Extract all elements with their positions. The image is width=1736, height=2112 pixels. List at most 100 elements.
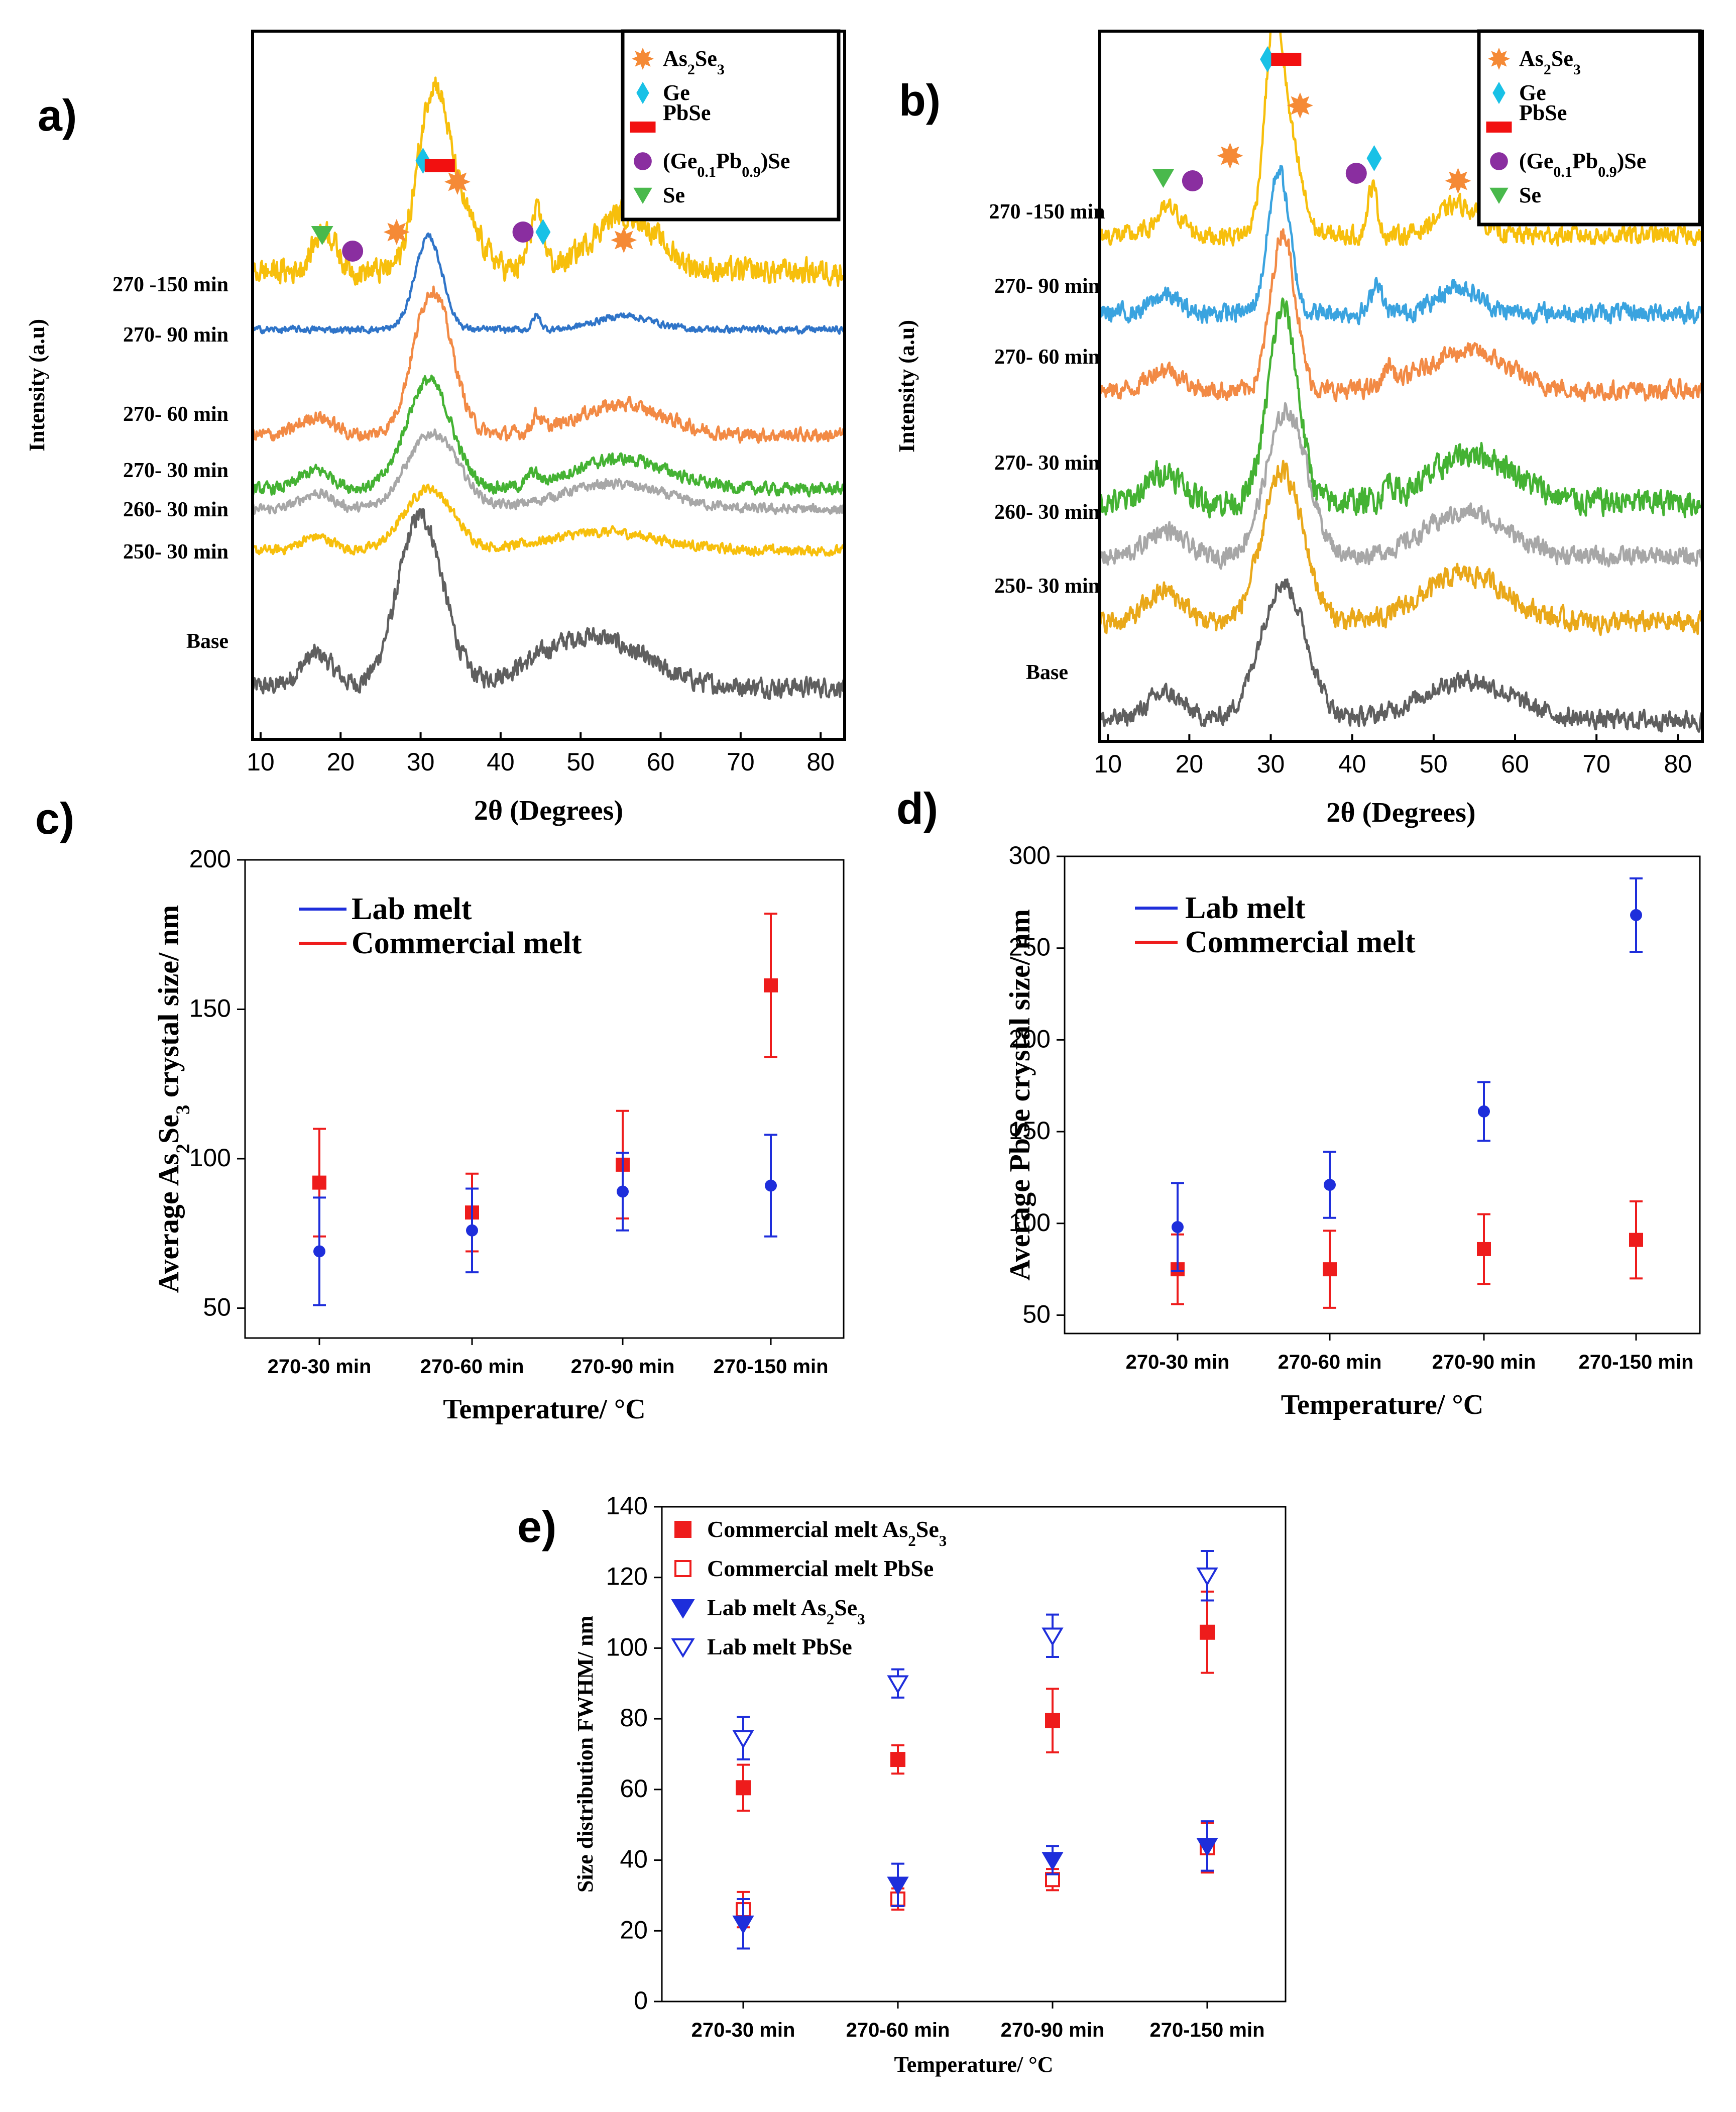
trace-270-90-min xyxy=(1101,165,1701,325)
y-tick-label: 120 xyxy=(606,1563,648,1591)
formula-part: Pb xyxy=(1572,149,1598,173)
data-point-circle xyxy=(466,1224,478,1237)
y-axis-title: Average As2Se3 crystal size/ nm xyxy=(152,905,194,1293)
y-axis-title: Intensity (a.u) xyxy=(25,319,49,452)
formula-subscript: 2 xyxy=(908,1532,916,1549)
scatter-panel-c: 50 100 150 200 270-30 min 270-60 min 270-90 mi… xyxy=(152,845,845,1425)
y-tick-label: 200 xyxy=(1009,1025,1051,1053)
formula-subscript: 3 xyxy=(172,1105,194,1115)
circle-icon xyxy=(342,241,364,262)
x-tick-label: 50 xyxy=(1420,750,1448,778)
trace-label: 260- 30 min xyxy=(994,501,1100,524)
legend-box xyxy=(1477,29,1702,227)
trace-260-30-min xyxy=(254,428,843,515)
trace-270-30-min xyxy=(1101,297,1701,519)
formula-part: Pb xyxy=(716,149,742,173)
data-point-circle xyxy=(1172,1221,1184,1234)
data-point-square xyxy=(764,978,778,992)
y-tick-label: 80 xyxy=(620,1704,648,1732)
trace-label: Base xyxy=(186,630,228,653)
trace-base xyxy=(254,508,843,700)
trace-270-90-min xyxy=(254,232,843,335)
x-tick-label: 30 xyxy=(407,748,435,776)
data-point-circle xyxy=(765,1179,777,1192)
y-tick-label: 150 xyxy=(189,994,231,1023)
data-point-square xyxy=(1200,1624,1215,1640)
y-tick-label: 50 xyxy=(1022,1300,1051,1328)
formula-subscript: 2 xyxy=(172,1144,194,1154)
bar-icon xyxy=(424,159,455,172)
trace-label: 250- 30 min xyxy=(994,575,1100,598)
circle-icon xyxy=(512,221,534,243)
trace-label: 260- 30 min xyxy=(123,498,228,521)
bar-icon xyxy=(1271,53,1302,66)
x-tick-label: 20 xyxy=(326,748,355,776)
legend-box xyxy=(621,29,841,221)
trace-270-150-min xyxy=(1101,33,1701,247)
circle-icon xyxy=(1490,152,1508,170)
data-point-square xyxy=(1629,1233,1643,1247)
scatter-panel-e: 0 20 40 60 80 100 120 140 270-30 min 270-60 min 27… xyxy=(573,1492,1287,2077)
data-point-circle xyxy=(1478,1105,1490,1118)
panel-label-a: a) xyxy=(38,90,77,140)
x-tick-label: 40 xyxy=(487,748,515,776)
traces xyxy=(1101,33,1701,733)
legend-label: Lab melt PbSe xyxy=(707,1634,852,1659)
formula-part: Lab melt As xyxy=(707,1595,827,1620)
formula-part: (Ge xyxy=(1519,149,1553,173)
x-tick-label: 270-90 min xyxy=(1001,2019,1105,2041)
trace-label: 270- 90 min xyxy=(994,275,1100,298)
trace-label: 270- 30 min xyxy=(123,459,228,482)
formula-part: Se xyxy=(1551,46,1573,71)
legend-label: As2Se3 xyxy=(663,46,725,78)
legend-label: Commercial melt xyxy=(352,926,582,960)
plot-frame xyxy=(1098,30,1704,743)
data-point-square xyxy=(890,1752,905,1767)
formula-part: Commercial melt PbSe xyxy=(707,1555,934,1581)
data-point-square xyxy=(1045,1713,1060,1728)
diamond-icon xyxy=(1366,145,1382,171)
trace-270-150-min xyxy=(254,76,843,287)
x-axis-title: Temperature/ °C xyxy=(894,2052,1053,2077)
formula-part: Se xyxy=(834,1595,857,1620)
xrd-panel-a: 10 20 30 40 50 60 70 80 2θ (Degrees) Intensity (a… xyxy=(25,29,846,826)
xrd-panel-b: 10 20 30 40 50 60 70 80 2θ (Degrees) Intensity (a… xyxy=(894,29,1704,828)
data-point-circle xyxy=(1324,1179,1336,1191)
x-tick-label: 20 xyxy=(1176,750,1204,778)
trace-label: 270- 60 min xyxy=(994,346,1100,369)
formula-part: Ge xyxy=(1519,80,1546,105)
trace-250-30-min xyxy=(1101,460,1701,636)
bar-icon xyxy=(1486,121,1512,133)
legend-label: Ge xyxy=(663,80,690,105)
data-point-triangle xyxy=(1196,1567,1218,1587)
x-tick-label: 50 xyxy=(566,748,595,776)
panel-label-b: b) xyxy=(899,75,941,125)
star-icon xyxy=(1487,47,1511,70)
y-tick-label: 100 xyxy=(189,1144,231,1172)
y-tick-label: 200 xyxy=(189,845,231,873)
formula-part: Ge xyxy=(663,80,690,105)
star-icon xyxy=(631,47,654,70)
legend-label: Ge xyxy=(1519,80,1546,105)
data-point-triangle xyxy=(887,1876,909,1896)
y-tick-label: 40 xyxy=(620,1845,648,1873)
data-point-triangle xyxy=(1041,1852,1064,1871)
trace-label: 270- 30 min xyxy=(994,452,1100,475)
y-tick-label: 20 xyxy=(620,1916,648,1944)
formula-part: PbSe xyxy=(663,100,711,125)
triangle-icon xyxy=(1152,169,1175,188)
formula-part: )Se xyxy=(1617,149,1647,173)
formula-part: Commercial melt As xyxy=(707,1516,908,1542)
legend-label: Lab melt As2Se3 xyxy=(707,1595,865,1628)
trace-label: 270 -150 min xyxy=(989,200,1105,224)
plot-frame xyxy=(244,859,845,1339)
x-tick-label: 10 xyxy=(1094,750,1122,778)
formula-subscript: 2 xyxy=(827,1610,835,1628)
y-axis-title: Size distribution FWHM/ nm xyxy=(573,1616,598,1893)
formula-subscript: 0.9 xyxy=(742,164,761,180)
panel-label-c: c) xyxy=(35,794,74,843)
x-axis-title: Temperature/ °C xyxy=(1281,1389,1483,1420)
trace-270-60-min xyxy=(254,285,843,444)
data-point-circle xyxy=(313,1245,325,1258)
